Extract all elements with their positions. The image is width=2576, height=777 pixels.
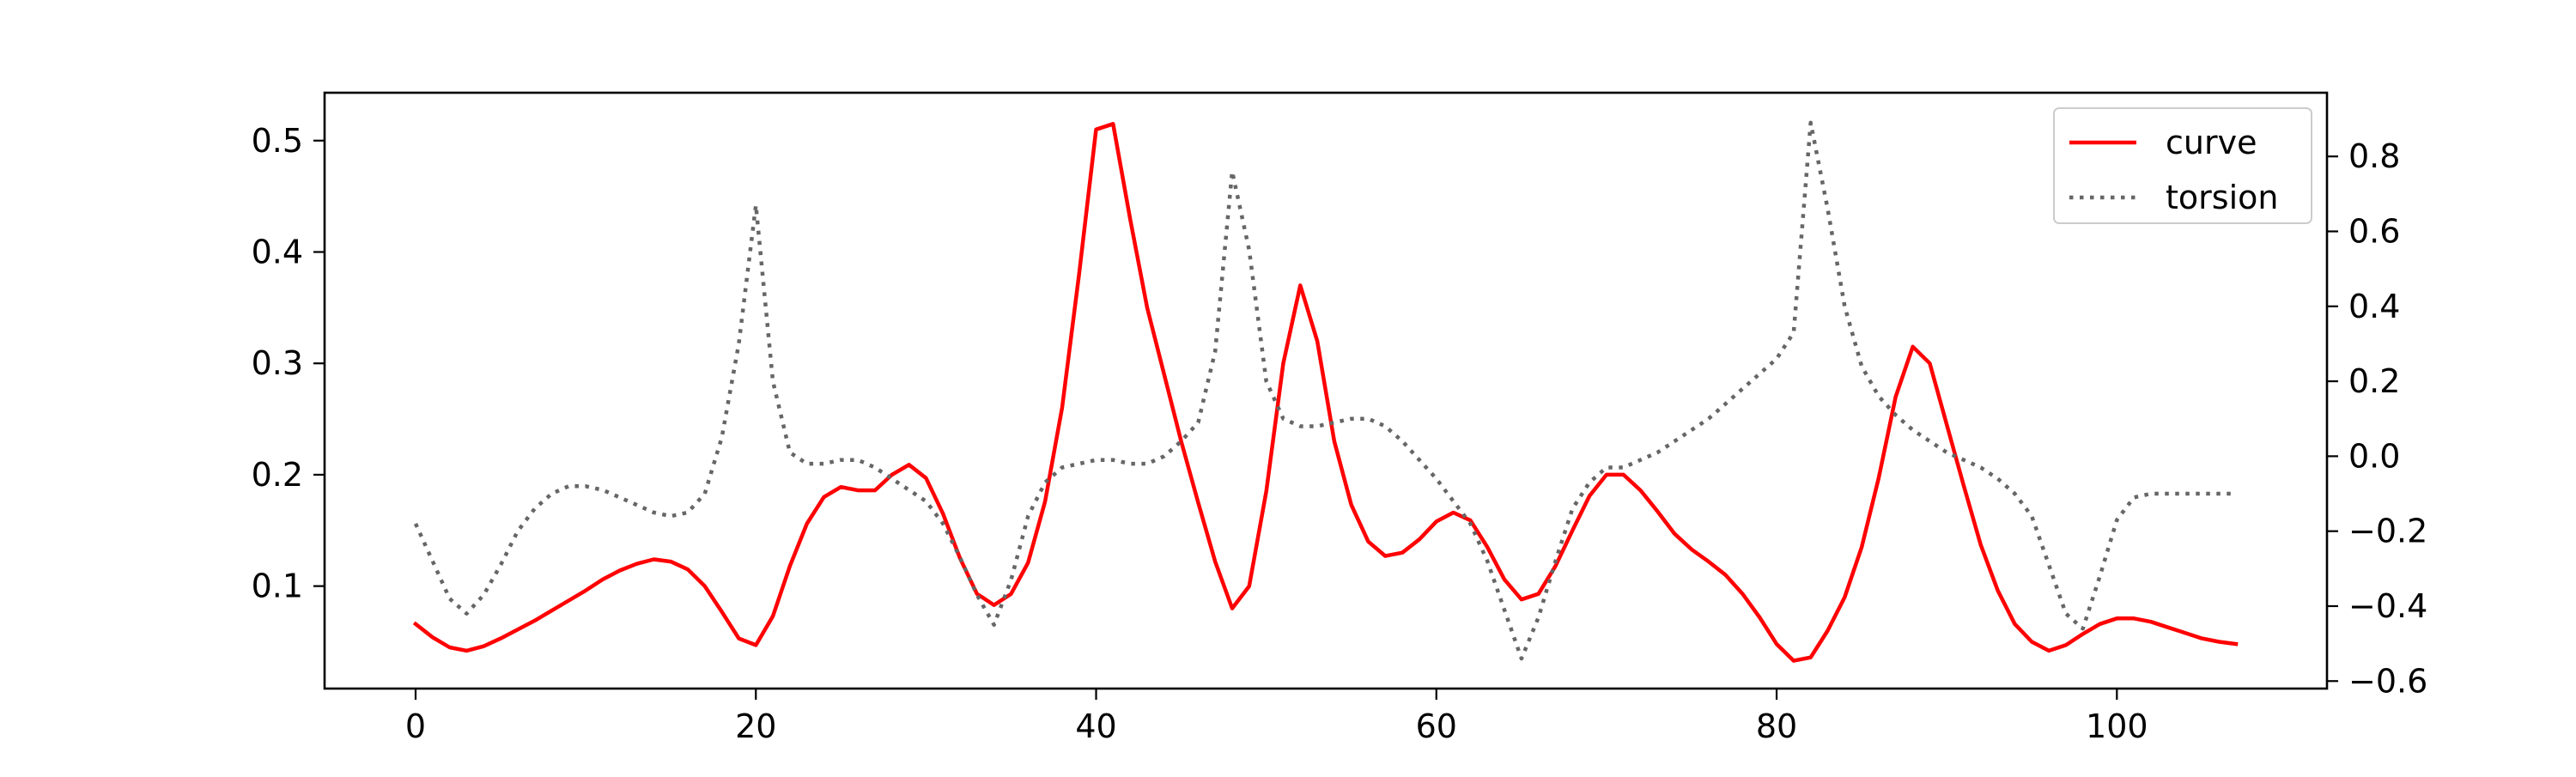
legend-label-torsion: torsion — [2166, 179, 2278, 216]
x-tick-label: 20 — [735, 707, 776, 745]
x-tick-label: 40 — [1075, 707, 1116, 745]
y-left-tick-label: 0.5 — [252, 122, 303, 160]
x-tick-label: 0 — [405, 707, 426, 745]
y-right-tick-label: 0.2 — [2348, 362, 2400, 400]
legend-box — [2053, 107, 2312, 224]
legend-label-curve: curve — [2166, 124, 2257, 161]
y-right-tick-label: −0.2 — [2348, 513, 2427, 550]
x-tick-label: 80 — [1756, 707, 1797, 745]
y-left-tick-label: 0.1 — [252, 568, 303, 605]
y-right-tick-label: 0.0 — [2348, 437, 2400, 475]
plot-area — [412, 120, 2239, 663]
axes: 0 20 40 60 80 100 0.1 0.2 0.3 0.4 0.5 −0.6 −0.4 −0.2 0… — [252, 91, 2427, 745]
y-right-tick-label: 0.8 — [2348, 137, 2400, 175]
y-left-tick-label: 0.3 — [252, 344, 303, 382]
y-right-tick-label: −0.6 — [2348, 662, 2427, 700]
y-left-tick-label: 0.4 — [252, 233, 303, 270]
x-tick-label: 60 — [1416, 707, 1457, 745]
x-tick-label: 100 — [2086, 707, 2148, 745]
legend: curve torsion — [2053, 107, 2312, 224]
y-right-tick-label: 0.6 — [2348, 212, 2400, 250]
series-line-curve — [412, 122, 2239, 663]
y-right-tick-label: 0.4 — [2348, 288, 2400, 325]
y-right-tick-label: −0.4 — [2348, 587, 2427, 625]
axes-frame — [323, 91, 2329, 690]
y-left-tick-label: 0.2 — [252, 456, 303, 494]
